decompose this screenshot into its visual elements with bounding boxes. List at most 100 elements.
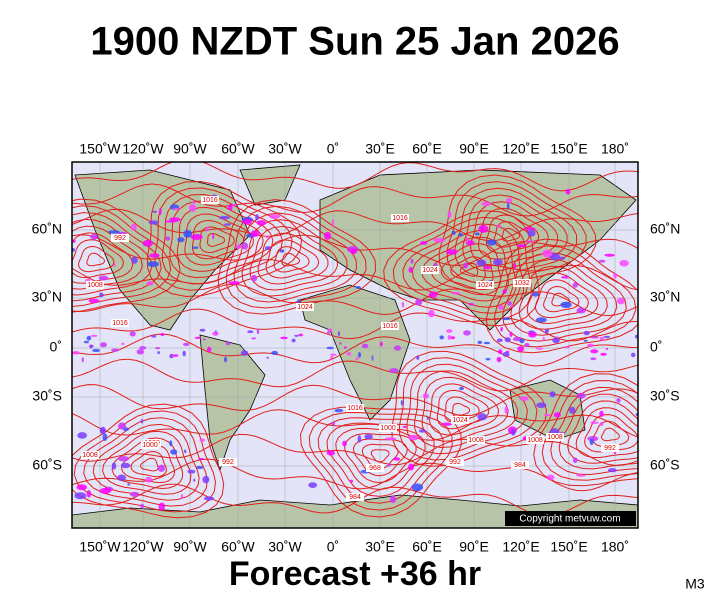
isobar — [154, 187, 293, 291]
isobar — [77, 245, 115, 273]
isobar-label: 1000 — [380, 425, 396, 432]
precip-cell — [600, 421, 604, 427]
precip-cell — [344, 346, 347, 349]
forecast-caption: Forecast +36 hr — [229, 555, 481, 593]
precip-cell — [576, 307, 586, 314]
isobar — [485, 214, 539, 254]
precip-cell — [389, 495, 397, 504]
precip-cell — [542, 336, 545, 342]
isobar-label: 1008 — [82, 452, 98, 459]
precip-cell — [177, 237, 185, 243]
precip-cell — [172, 207, 180, 210]
precip-cell — [524, 343, 530, 347]
isobar — [421, 376, 509, 442]
precip-cell — [48, 276, 50, 283]
isobar — [72, 403, 225, 519]
precip-cell — [389, 368, 399, 373]
precip-cell — [504, 337, 511, 343]
precip-cell — [154, 347, 161, 350]
precip-cell — [81, 357, 84, 363]
precip-cell — [452, 230, 456, 235]
isobar — [383, 210, 540, 327]
isobar — [72, 458, 638, 492]
isobar — [281, 252, 301, 267]
precip-cell — [251, 274, 258, 282]
isobar — [575, 407, 638, 459]
precip-cell — [502, 289, 507, 294]
precip-cell — [129, 491, 140, 497]
precip-cell — [542, 249, 553, 258]
precip-cell — [169, 217, 181, 222]
isobar-label-box — [421, 266, 439, 274]
precip-cell — [477, 413, 487, 421]
precip-cell — [158, 502, 165, 511]
latitude-label-left: 0˚ — [50, 339, 62, 355]
isobar — [257, 232, 329, 285]
precip-cell — [327, 328, 333, 332]
isobar — [470, 201, 559, 266]
precip-cell — [255, 214, 259, 221]
precip-cell — [587, 436, 599, 442]
precip-cell — [83, 340, 89, 344]
precip-cell — [182, 342, 190, 347]
precip-cell — [524, 227, 536, 231]
precip-cell — [99, 426, 106, 435]
precip-cell — [477, 340, 482, 344]
precip-cell — [559, 256, 565, 260]
precip-cell — [223, 223, 232, 226]
longitude-label-bottom: 90˚E — [459, 539, 489, 555]
precip-cell — [513, 262, 517, 270]
precip-cell — [324, 231, 331, 240]
longitude-label-bottom: 180˚ — [601, 539, 629, 555]
precip-cell — [428, 309, 435, 318]
precip-cell — [72, 240, 76, 243]
precip-cell — [408, 266, 413, 273]
precip-cell — [416, 355, 420, 360]
precip-cell — [600, 352, 607, 356]
isobar-label: 1024 — [452, 417, 468, 424]
precip-cell — [148, 220, 159, 225]
precip-cell — [74, 492, 87, 500]
precip-cell — [543, 414, 551, 417]
precip-cell — [549, 253, 560, 261]
precip-cell — [607, 468, 617, 473]
precip-cell — [139, 346, 147, 350]
precip-cell — [111, 348, 120, 352]
isobar-label-box — [601, 444, 619, 452]
longitude-label-top: 180˚ — [601, 141, 629, 157]
isobar-label-box — [446, 458, 464, 466]
precip-cell — [357, 435, 362, 443]
precip-cell — [86, 335, 92, 341]
precip-cell — [235, 244, 242, 249]
precip-cell — [117, 231, 127, 235]
precip-cell — [478, 224, 489, 233]
precip-cell — [32, 250, 37, 252]
precip-cell — [525, 240, 535, 243]
precip-cell — [410, 258, 414, 264]
precip-cell — [598, 259, 606, 263]
precip-cell — [86, 490, 92, 498]
precip-cell — [256, 220, 267, 226]
precip-cell — [481, 201, 492, 206]
precip-cell — [572, 282, 578, 288]
precip-cell — [502, 317, 511, 321]
precip-cell — [151, 335, 157, 338]
precip-cell — [145, 476, 153, 483]
isobar-label-box — [476, 281, 494, 289]
precip-cell — [599, 336, 604, 341]
precip-cell — [506, 202, 510, 210]
precip-cell — [519, 396, 529, 401]
precip-cell — [659, 442, 666, 445]
isobar — [567, 400, 638, 464]
precip-cell — [393, 345, 402, 351]
isobar — [72, 232, 134, 284]
isobar — [533, 373, 638, 487]
isobar-label-box — [511, 461, 529, 469]
precip-cell — [459, 386, 464, 391]
precip-cell — [463, 330, 471, 336]
precip-cell — [159, 207, 162, 215]
precip-cell — [496, 356, 502, 363]
precip-cell — [400, 400, 403, 406]
precip-cell — [183, 230, 193, 238]
precip-cell — [379, 341, 383, 347]
